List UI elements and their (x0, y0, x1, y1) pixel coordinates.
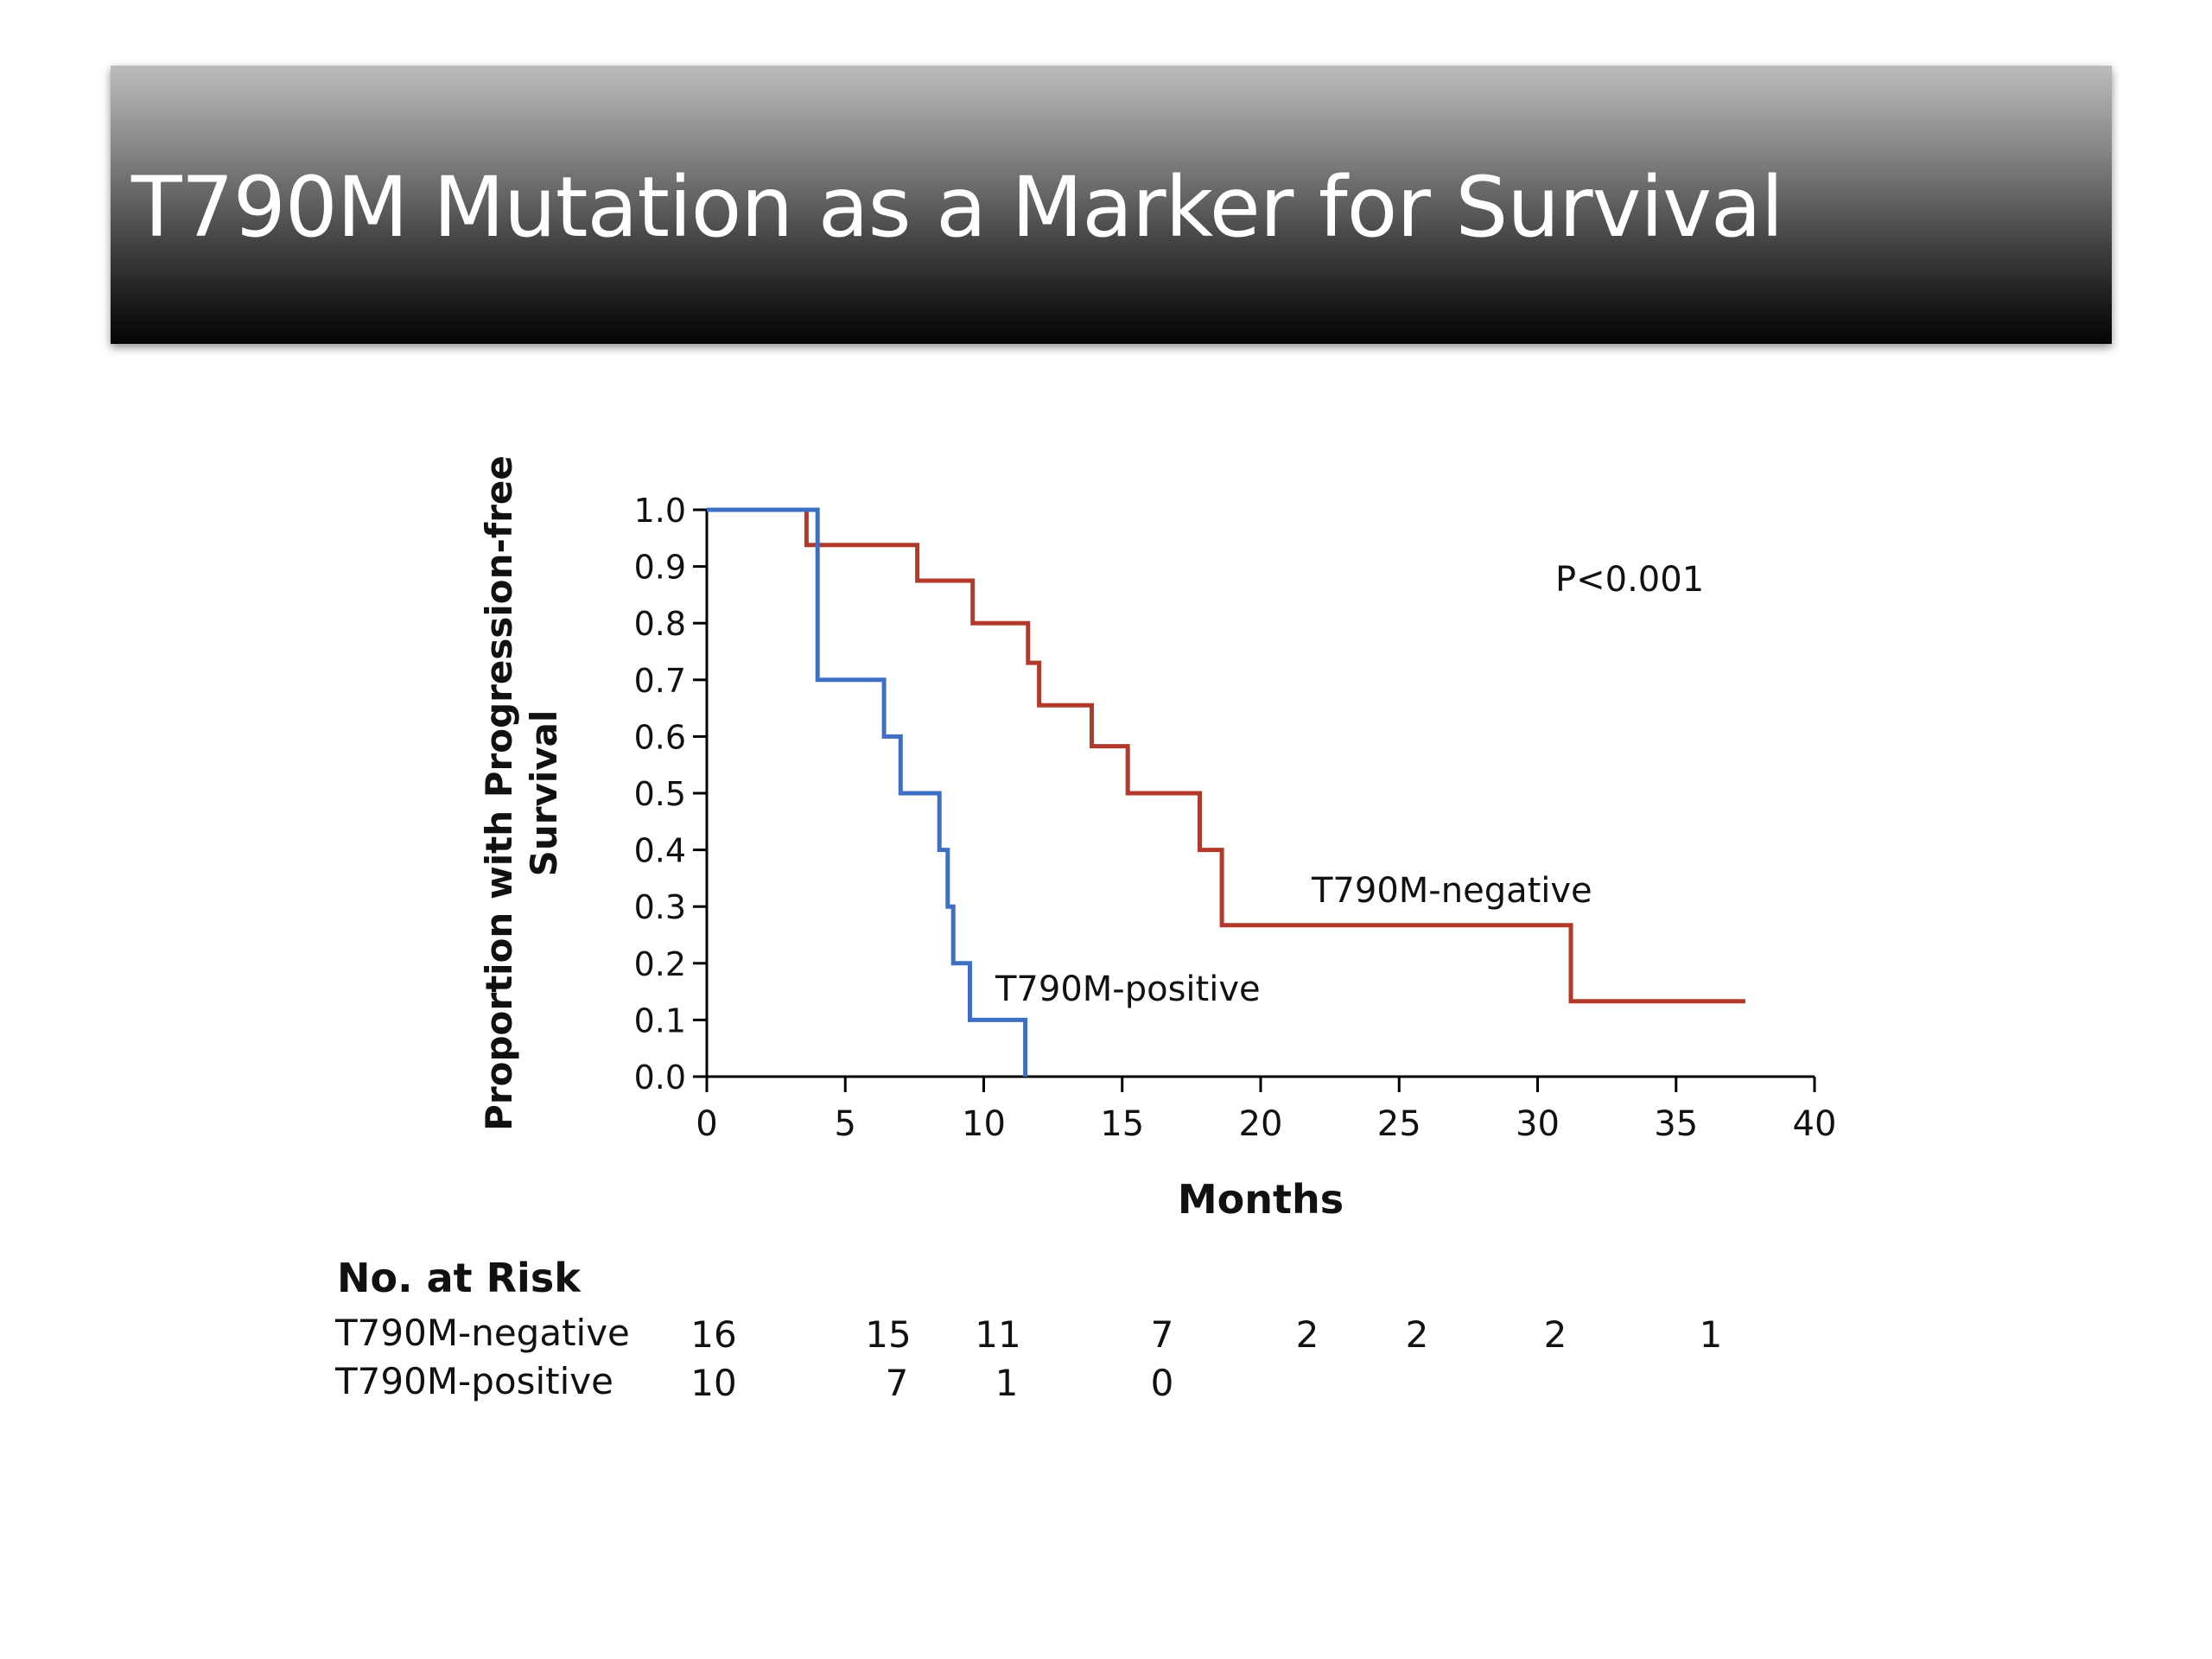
at-risk-negative-value: 16 (690, 1313, 737, 1356)
x-tick-label: 40 (1793, 1104, 1837, 1144)
x-tick-label: 20 (1239, 1104, 1283, 1144)
at-risk-positive-value: 10 (690, 1362, 737, 1404)
at-risk-negative-value: 7 (1150, 1313, 1174, 1356)
at-risk-negative-value: 15 (865, 1313, 912, 1356)
x-tick-label: 35 (1654, 1104, 1698, 1144)
at-risk-negative-value: 2 (1405, 1313, 1429, 1356)
y-tick-label: 0.6 (634, 718, 686, 756)
y-tick-label: 0.0 (634, 1058, 686, 1096)
at-risk-positive-value: 1 (995, 1362, 1019, 1404)
y-tick-label: 0.2 (634, 945, 686, 983)
at-risk-negative-value: 1 (1699, 1313, 1723, 1356)
p-value-annotation: P<0.001 (1555, 560, 1704, 600)
series-line-T790M-positive (707, 507, 1028, 1077)
y-tick-label: 0.5 (634, 775, 686, 813)
y-tick-label: 0.1 (634, 1001, 686, 1039)
y-tick-label: 0.4 (634, 832, 686, 870)
y-tick-label: 0.7 (634, 662, 686, 700)
y-tick-label: 1.0 (634, 492, 686, 530)
at-risk-negative-value: 11 (975, 1313, 1021, 1356)
slide-title: T790M Mutation as a Marker for Survival (131, 159, 1783, 256)
at-risk-positive-value: 7 (885, 1362, 909, 1404)
at-risk-positive-value: 0 (1150, 1362, 1174, 1404)
series-label: T790M-positive (995, 969, 1261, 1009)
y-tick-label: 0.3 (634, 888, 686, 926)
x-tick-label: 0 (696, 1104, 717, 1144)
at-risk-label-positive: T790M-positive (335, 1360, 613, 1402)
at-risk-heading: No. at Risk (337, 1255, 581, 1301)
y-tick-label: 0.8 (634, 605, 686, 643)
series-label: T790M-negative (1311, 871, 1592, 911)
at-risk-label-negative: T790M-negative (335, 1312, 630, 1354)
x-tick-label: 15 (1100, 1104, 1144, 1144)
series-line-T790M-negative (707, 507, 1745, 1004)
x-tick-label: 10 (962, 1104, 1006, 1144)
x-tick-label: 25 (1377, 1104, 1421, 1144)
slide-title-bar: T790M Mutation as a Marker for Survival (111, 66, 2112, 344)
y-axis-label: Proportion with Progression-freeSurvival (478, 455, 565, 1131)
y-tick-label: 0.9 (634, 549, 686, 587)
at-risk-negative-value: 2 (1543, 1313, 1567, 1356)
x-tick-label: 5 (835, 1104, 856, 1144)
x-tick-label: 30 (1516, 1104, 1560, 1144)
at-risk-negative-value: 2 (1295, 1313, 1319, 1356)
x-axis-label: Months (1178, 1176, 1344, 1223)
